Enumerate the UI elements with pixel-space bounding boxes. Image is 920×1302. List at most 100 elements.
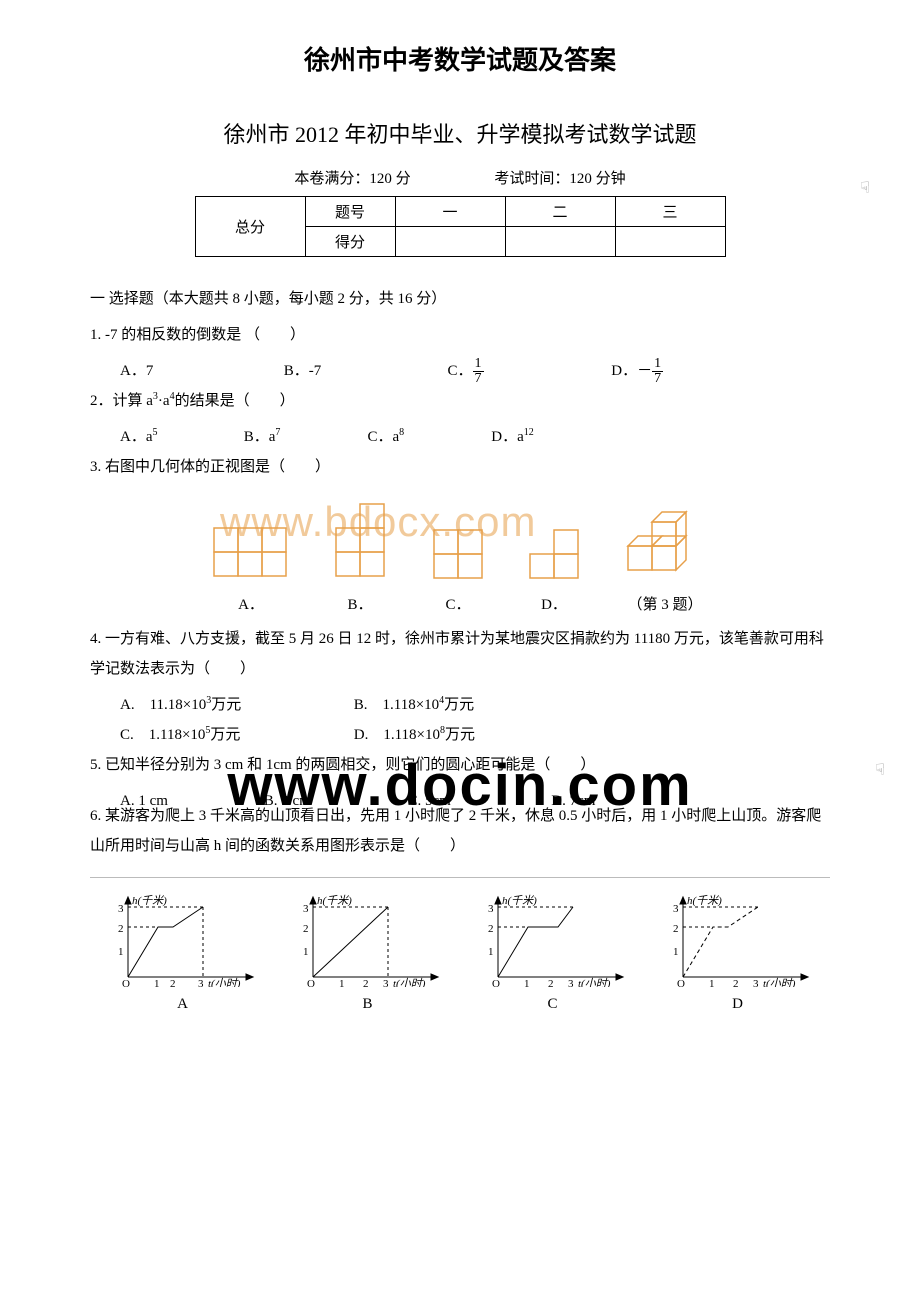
svg-text:1: 1: [524, 978, 530, 987]
q3-figures: www.bdocx.com A． B． C．: [90, 502, 830, 614]
q4-d: D. 1.118×108万元: [354, 720, 475, 750]
table-row: 总分 题号 一 二 三: [195, 197, 725, 227]
q3-a-label: A．: [212, 593, 290, 614]
q3-a-shape: A．: [212, 526, 290, 614]
q4-options-1: A. 11.18×103万元 B. 1.118×104万元: [90, 690, 830, 720]
svg-text:1: 1: [709, 978, 715, 987]
cell-blank: [505, 227, 615, 257]
y-axis-label: h(千米): [317, 894, 352, 907]
svg-text:3: 3: [303, 903, 309, 915]
q4-text: 4. 一方有难、八方支援，截至 5 月 26 日 12 时，徐州市累计为某地震灾…: [90, 624, 830, 684]
q3-c-shape: C．: [430, 526, 486, 614]
q5-a: A. 1 cm: [120, 786, 260, 816]
page-title: 徐州市中考数学试题及答案: [90, 40, 830, 77]
q5-c: C. 5cm: [408, 786, 548, 816]
x-axis-label: t(小时): [208, 977, 241, 987]
q5-options: A. 1 cm B. 3 cm C. 5cm D. 7cm: [90, 786, 830, 816]
q2-text: 2．计算 a3·a4的结果是（ ）: [90, 386, 830, 416]
hand-icon: ☟: [875, 760, 885, 780]
svg-text:O: O: [492, 978, 500, 987]
q3-b-shape: B．: [330, 502, 390, 614]
x-axis-label: t(小时): [763, 977, 796, 987]
svg-text:1: 1: [154, 978, 160, 987]
q6-d-label: D: [663, 996, 813, 1013]
svg-text:O: O: [307, 978, 315, 987]
q3-d-shape: D．: [526, 526, 582, 614]
cell-three: 三: [615, 197, 725, 227]
cell-total: 总分: [195, 197, 305, 257]
q5-d: D. 7cm: [551, 786, 691, 816]
cube-icon: [622, 502, 708, 582]
q6-a-label: A: [108, 996, 258, 1013]
svg-text:1: 1: [303, 946, 309, 958]
q6-d: h(千米) t(小时) 321 O 123 D: [663, 892, 813, 1013]
full-score: 本卷满分：120 分: [294, 171, 410, 187]
svg-text:2: 2: [363, 978, 369, 987]
svg-text:1: 1: [673, 946, 679, 958]
shape-d-icon: [526, 526, 582, 582]
q2-a: A．a5: [120, 422, 240, 452]
shape-b-icon: [330, 502, 390, 582]
q6-b: h(千米) t(小时) 3 2 1 O 1 2 3 B: [293, 892, 443, 1013]
svg-text:2: 2: [170, 978, 176, 987]
svg-text:3: 3: [673, 903, 679, 915]
svg-text:1: 1: [339, 978, 345, 987]
q1-c: C．17: [448, 356, 608, 386]
svg-text:2: 2: [488, 923, 494, 935]
shape-a-icon: [212, 526, 290, 582]
x-axis-label: t(小时): [578, 977, 611, 987]
q6-a: h(千米) t(小时) 321 O 123 A: [108, 892, 258, 1013]
q2-options: A．a5 B．a7 C．a8 D．a12: [90, 422, 830, 452]
q2-d: D．a12: [491, 422, 611, 452]
hand-icon: ☟: [860, 178, 870, 198]
q1-options: A．7 B．-7 C．17 D．－17: [90, 356, 830, 386]
q4-c: C. 1.118×105万元: [120, 720, 350, 750]
x-axis-label: t(小时): [393, 977, 426, 987]
svg-text:1: 1: [488, 946, 494, 958]
cell-two: 二: [505, 197, 615, 227]
q2-b: B．a7: [244, 422, 364, 452]
q6-figures: h(千米) t(小时) 3 2 1 O 1 2 3 A h(千米) t(小时) 3 2 1 …: [90, 892, 830, 1013]
shape-c-icon: [430, 526, 486, 582]
svg-text:3: 3: [383, 978, 389, 987]
duration: 考试时间：120 分钟: [494, 171, 625, 187]
q1-text: 1. -7 的相反数的倒数是 （ ）: [90, 320, 830, 350]
q1-d: D．－17: [611, 356, 771, 386]
svg-text:3: 3: [753, 978, 759, 987]
cell-tihao: 题号: [305, 197, 395, 227]
svg-text:3: 3: [488, 903, 494, 915]
graph-d-icon: h(千米) t(小时) 321 O 123: [663, 892, 813, 987]
q4-a: A. 11.18×103万元: [120, 690, 350, 720]
q6-b-label: B: [293, 996, 443, 1013]
svg-text:2: 2: [548, 978, 554, 987]
cell-blank: [395, 227, 505, 257]
q1-b: B．-7: [284, 356, 444, 386]
q6-c-label: C: [478, 996, 628, 1013]
q3-c-label: C．: [430, 593, 486, 614]
svg-text:2: 2: [673, 923, 679, 935]
q5-text: 5. 已知半径分别为 3 cm 和 1cm 的两圆相交，则它们的圆心距可能是（ …: [90, 750, 830, 780]
q6-c: h(千米) t(小时) 321 O 123 C: [478, 892, 628, 1013]
score-table: 总分 题号 一 二 三 得分: [195, 196, 726, 257]
svg-text:O: O: [122, 978, 130, 987]
cell-blank: [615, 227, 725, 257]
divider: [90, 877, 830, 878]
y-axis-label: h(千米): [132, 894, 167, 907]
cell-one: 一: [395, 197, 505, 227]
svg-text:3: 3: [118, 903, 124, 915]
svg-text:2: 2: [303, 923, 309, 935]
svg-text:3: 3: [198, 978, 204, 987]
meta-row: 本卷满分：120 分 考试时间：120 分钟: [90, 167, 830, 188]
y-axis-label: h(千米): [687, 894, 722, 907]
q3-text: 3. 右图中几何体的正视图是（ ）: [90, 452, 830, 482]
section-heading: 一 选择题（本大题共 8 小题，每小题 2 分，共 16 分）: [90, 287, 830, 308]
q3-note-label: （第 3 题）: [622, 593, 708, 614]
subtitle: 徐州市 2012 年初中毕业、升学模拟考试数学试题: [90, 117, 830, 149]
svg-text:1: 1: [118, 946, 124, 958]
q4-options-2: C. 1.118×105万元 D. 1.118×108万元: [90, 720, 830, 750]
q4-b: B. 1.118×104万元: [354, 690, 474, 720]
graph-a-icon: h(千米) t(小时) 321 O 123: [108, 892, 258, 987]
cell-defen: 得分: [305, 227, 395, 257]
q2-c: C．a8: [368, 422, 488, 452]
y-axis-label: h(千米): [502, 894, 537, 907]
